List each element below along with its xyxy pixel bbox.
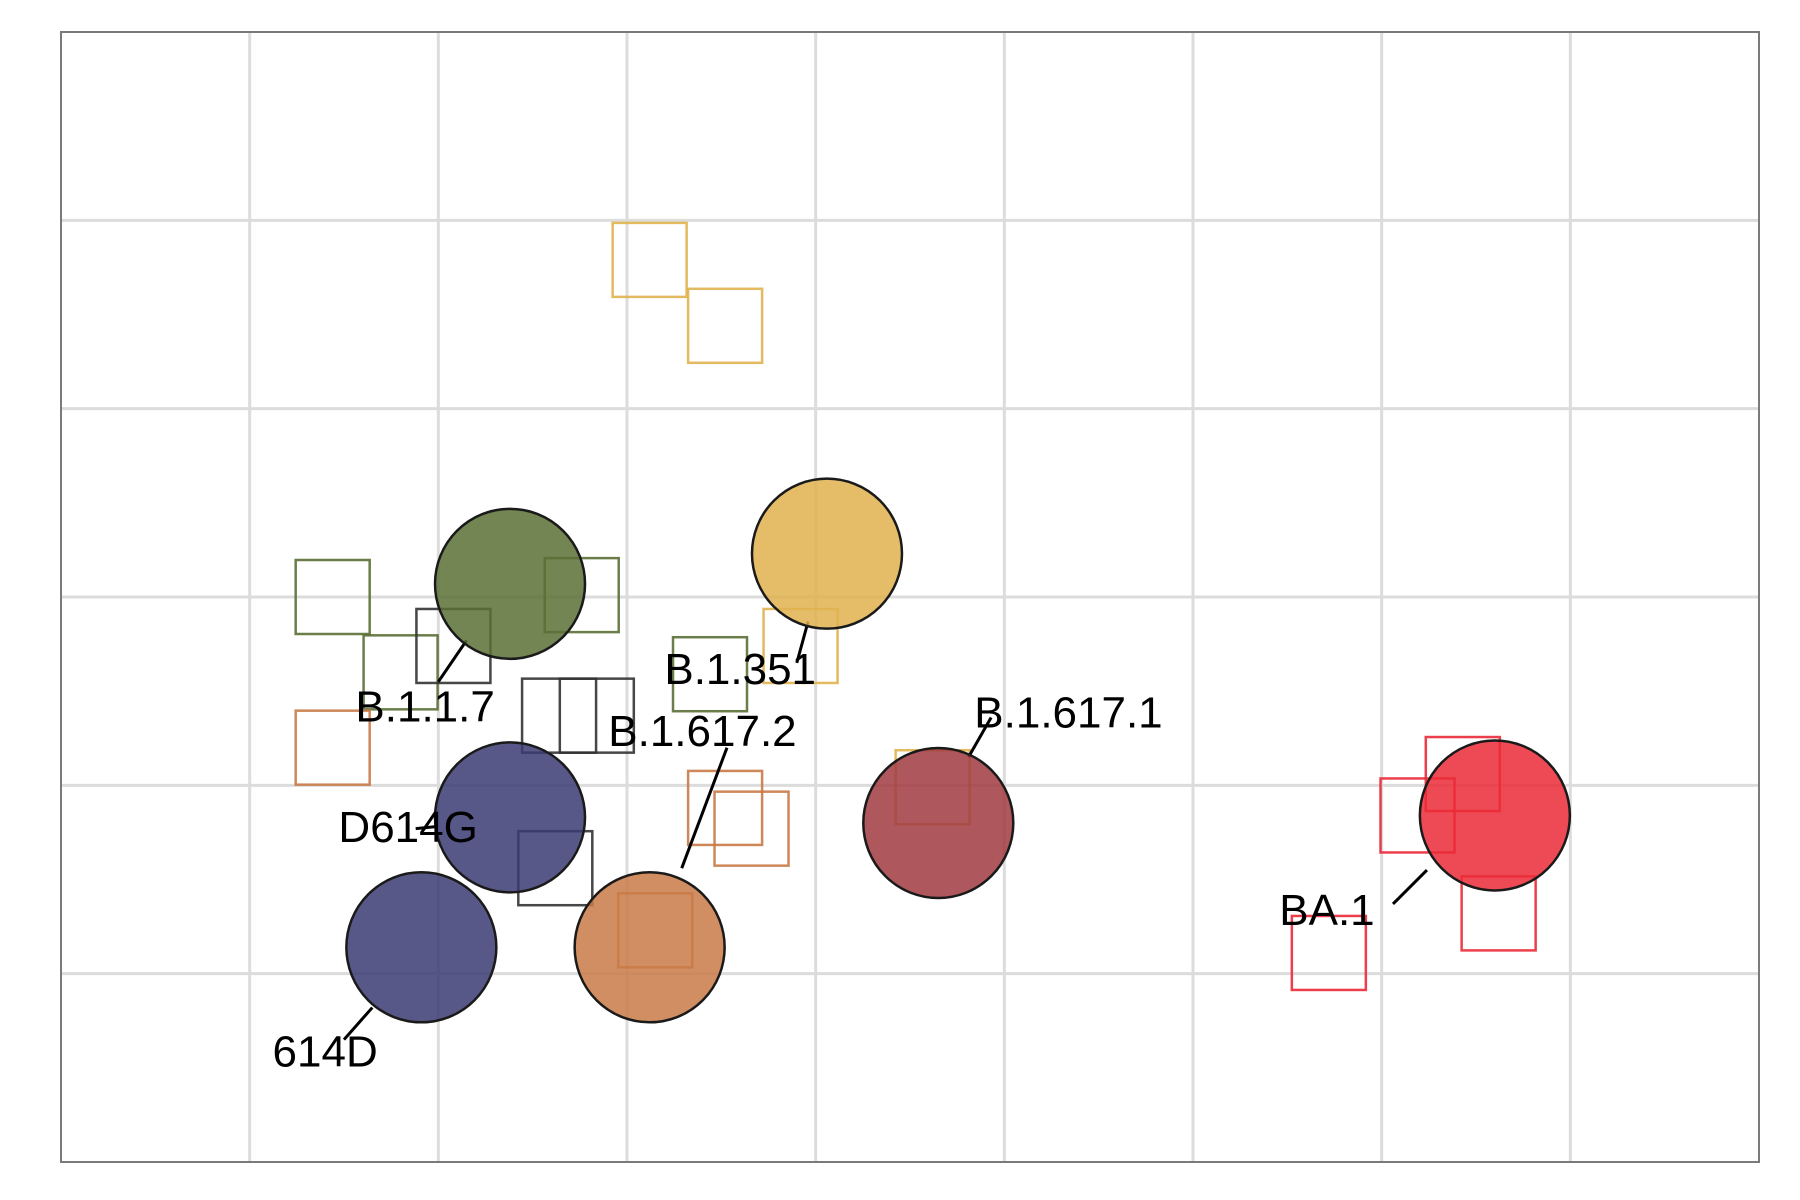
antigen-points (345, 477, 1572, 1024)
antigen-label: B.1.617.1 (974, 688, 1162, 737)
antigen-point (433, 741, 587, 894)
antigen-label: 614D (273, 1027, 378, 1076)
serum-point (1290, 914, 1368, 992)
label-leader-line (437, 639, 468, 683)
serum-point (558, 677, 636, 754)
serum-point (686, 769, 764, 847)
label-leader-line (967, 716, 993, 758)
antigen-point (345, 871, 498, 1024)
serum-point (671, 635, 749, 713)
serum-point (362, 634, 439, 711)
label-leaders (342, 621, 1429, 1041)
antigen-point (862, 746, 1015, 900)
label-leader-line (795, 621, 810, 664)
antigen-label: BA.1 (1279, 886, 1374, 935)
antigen-label: B.1.617.2 (608, 707, 796, 756)
antigen-point (573, 871, 726, 1024)
serum-point (713, 790, 790, 867)
antigen-point (433, 507, 587, 661)
label-leader-line (1391, 869, 1429, 906)
grid (61, 32, 1759, 1162)
serum-point (294, 558, 371, 636)
label-leader-line (680, 747, 729, 869)
antigen-label: B.1.351 (664, 645, 816, 694)
antigen-point (1418, 739, 1572, 892)
antigen-label: D614G (338, 803, 477, 852)
label-leader-line (415, 825, 435, 831)
serum-point (611, 221, 688, 299)
antigen-labels: D614G 614D B.1.1.7 B.1.351 B.1.617.2 B.1.617.… (273, 645, 1375, 1076)
panel-border (60, 31, 1760, 1163)
antigen-label: B.1.1.7 (355, 683, 494, 732)
serum-point (294, 709, 371, 786)
serum-point (686, 287, 764, 365)
antigen-point (750, 477, 904, 630)
label-leader-line (342, 1006, 374, 1041)
